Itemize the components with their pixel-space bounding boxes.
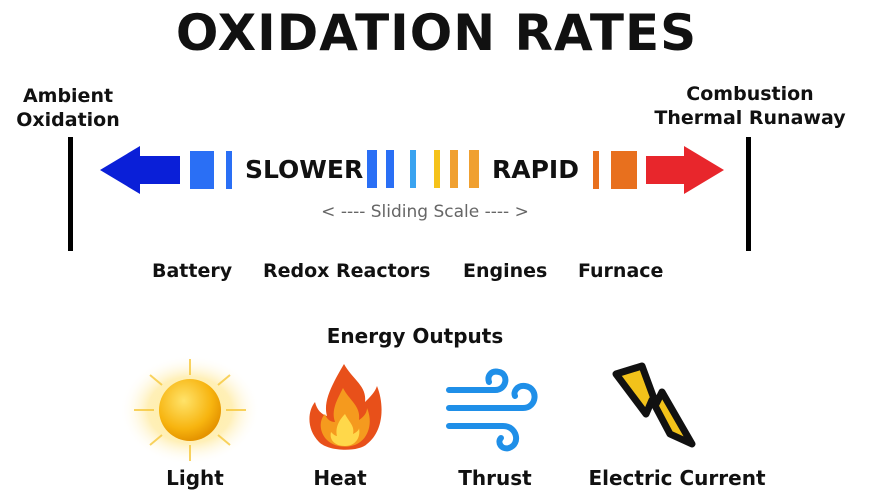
energy-outputs-heading: Energy Outputs	[326, 324, 504, 348]
output-thrust-label: Thrust	[458, 466, 532, 490]
sliding-scale-note: < ---- Sliding Scale ---- >	[321, 202, 529, 222]
output-light-label: Light	[166, 466, 224, 490]
rapid-label: RAPID	[492, 155, 579, 184]
page-title: OXIDATION RATES	[175, 4, 698, 62]
mid-stripe-4	[434, 150, 440, 188]
left-boundary-bar	[68, 137, 73, 251]
fast-block-1	[593, 151, 599, 189]
wind-icon	[446, 368, 538, 452]
left-end-line1: Ambient	[22, 85, 114, 107]
slow-block-2	[226, 151, 232, 189]
right-end-line1: Combustion	[686, 83, 814, 105]
sliding-scale-graphic	[100, 146, 724, 194]
lightning-icon	[612, 362, 696, 448]
mid-stripe-3	[410, 150, 416, 188]
application-battery: Battery	[152, 260, 233, 282]
left-end-line2: Oxidation	[16, 109, 120, 131]
right-end-line2: Thermal Runaway	[654, 107, 846, 129]
right-boundary-bar	[746, 137, 751, 251]
slow-arrow	[100, 146, 180, 194]
right-end-label: Combustion Thermal Runaway	[630, 82, 870, 130]
application-redox-reactors: Redox Reactors	[263, 260, 431, 282]
left-end-label: Ambient Oxidation	[4, 84, 132, 132]
mid-stripe-6	[469, 150, 479, 188]
sun-icon	[120, 355, 260, 465]
application-engines: Engines	[463, 260, 548, 282]
mid-stripe-5	[450, 150, 458, 188]
slow-block-1	[190, 151, 214, 189]
fast-block-2	[611, 151, 637, 189]
mid-stripe-2	[386, 150, 394, 188]
flame-icon	[309, 364, 382, 450]
mid-stripe-1	[367, 150, 377, 188]
output-heat-label: Heat	[313, 466, 367, 490]
application-furnace: Furnace	[578, 260, 664, 282]
slower-label: SLOWER	[245, 155, 364, 184]
fast-arrow	[646, 146, 724, 194]
output-electric-current-label: Electric Current	[588, 466, 766, 490]
